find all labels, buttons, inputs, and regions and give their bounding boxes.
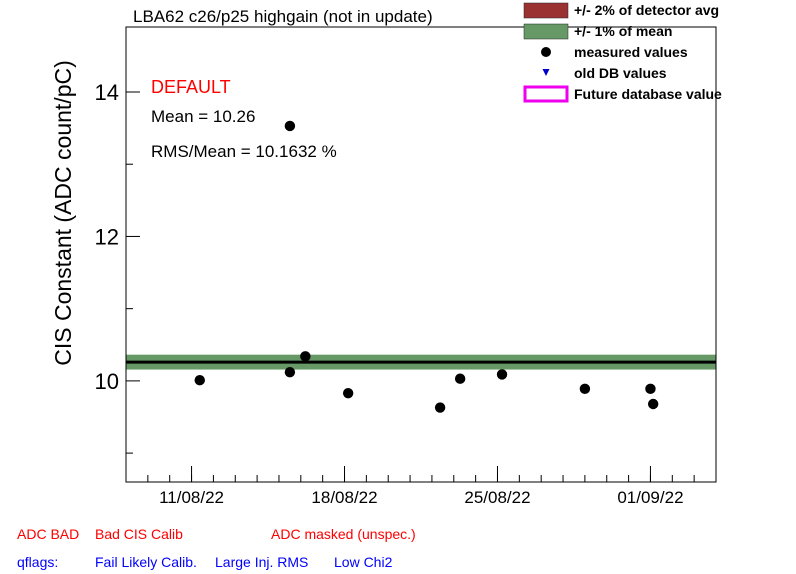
data-point [284, 120, 296, 132]
status-annotation: DEFAULT [151, 77, 231, 97]
legend-label-future-db: Future database value [574, 86, 722, 102]
legend-swatch-1pct-band [523, 23, 569, 40]
plot-area: 10 12 14 11/08/22 18/08/22 25/08/22 01/09/22 [95, 26, 717, 507]
mean-annotation: Mean = 10.26 [151, 107, 255, 126]
y-axis-label: CIS Constant (ADC count/pC) [50, 60, 76, 366]
legend-label-measured: measured values [574, 44, 688, 60]
legend-swatch-2pct-band [523, 2, 569, 19]
data-point [342, 387, 354, 399]
footer-bad-cis-calib: Bad CIS Calib [95, 526, 183, 542]
data-point [194, 374, 205, 386]
footer-fail-likely-calib: Fail Likely Calib. [95, 554, 197, 570]
data-point [579, 383, 591, 395]
x-tick-label: 18/08/22 [311, 488, 377, 507]
legend: +/- 2% of detector avg +/- 1% of mean me… [523, 2, 722, 103]
plot-frame [125, 26, 717, 483]
footer-adc-bad: ADC BAD [17, 526, 79, 542]
data-point [645, 383, 656, 395]
data-point [284, 367, 296, 378]
legend-label-old-db: old DB values [574, 65, 667, 81]
legend-swatch-future-db [523, 85, 569, 103]
legend-marker-old-db [542, 69, 550, 76]
rms-annotation: RMS/Mean = 10.1632 % [151, 142, 337, 161]
footer-adc-masked: ADC masked (unspec.) [271, 526, 416, 542]
footer-qflags: qflags: [17, 554, 58, 570]
data-point [454, 373, 466, 384]
footer-low-chi2: Low Chi2 [334, 554, 393, 570]
x-tick-label: 11/08/22 [159, 488, 224, 507]
data-point [496, 369, 508, 380]
y-tick-label: 14 [95, 80, 119, 105]
chart-title: LBA62 c26/p25 highgain (not in update) [133, 7, 433, 26]
data-point [647, 398, 659, 410]
x-tick-label: 25/08/22 [464, 488, 530, 507]
legend-label-1pct-band: +/- 1% of mean [574, 23, 672, 39]
x-tick-label: 01/09/22 [617, 488, 683, 507]
data-point [300, 351, 311, 362]
legend-marker-measured [541, 47, 551, 57]
y-tick-label: 10 [95, 369, 119, 394]
legend-label-2pct-band: +/- 2% of detector avg [574, 2, 719, 18]
y-tick-label: 12 [95, 224, 119, 249]
footer-large-inj-rms: Large Inj. RMS [215, 554, 308, 570]
data-point [434, 402, 446, 413]
